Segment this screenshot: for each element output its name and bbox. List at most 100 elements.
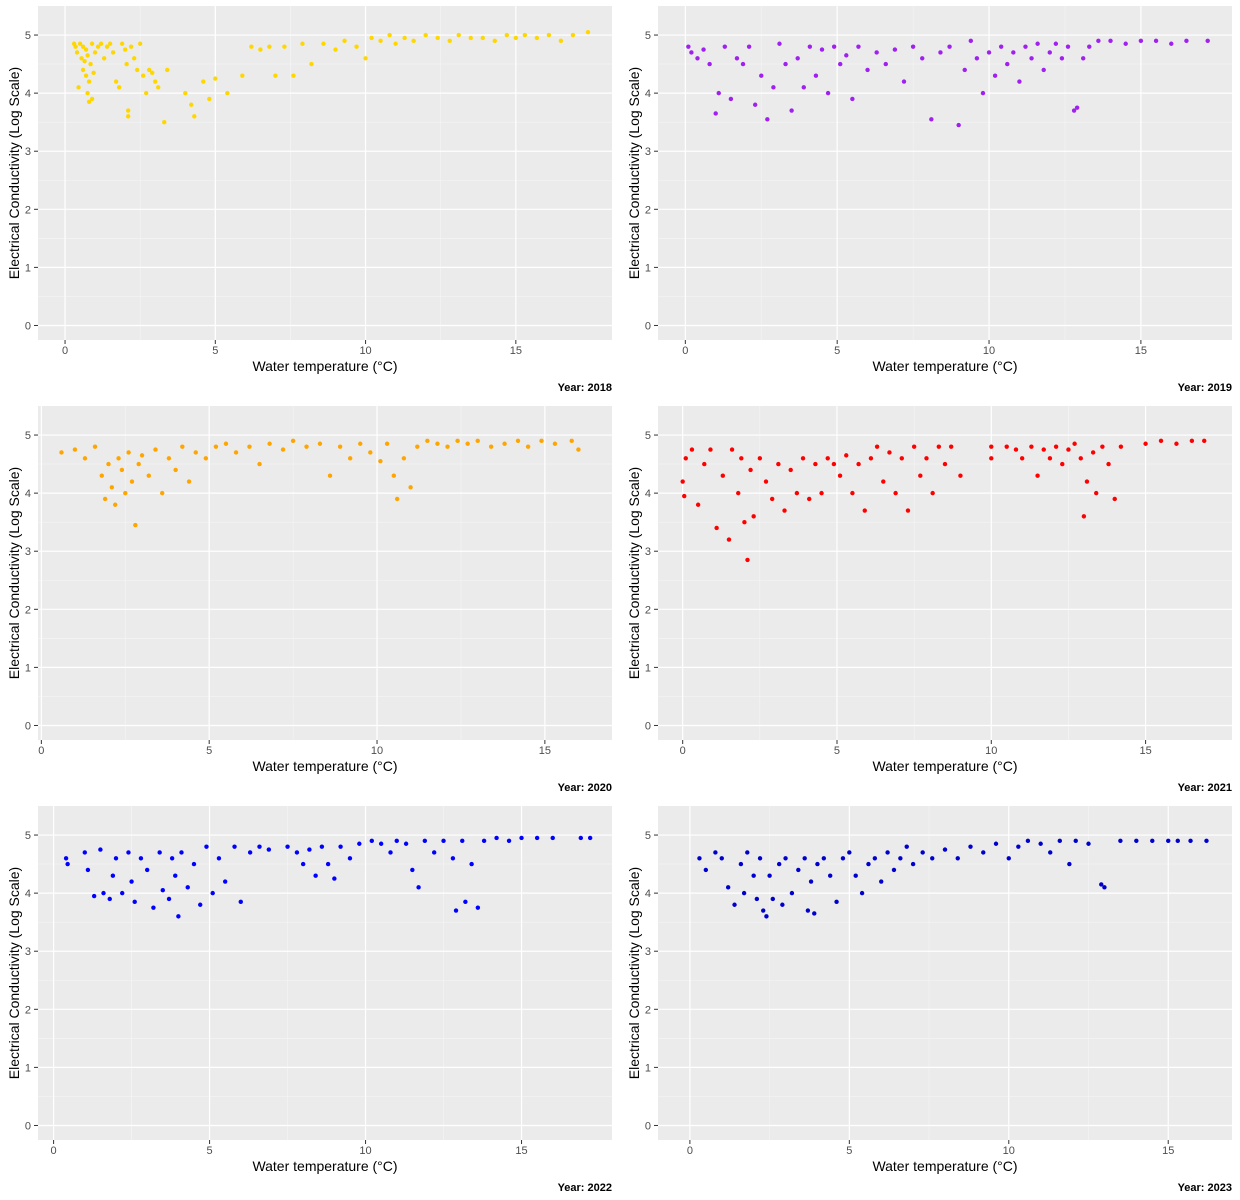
- data-point: [719, 856, 724, 861]
- scatter-panel: 0 5 10 15 0 1 2 3 4 5 Water temperature (°C) Electr…: [620, 400, 1240, 800]
- data-point: [475, 438, 480, 444]
- data-point: [879, 879, 884, 884]
- data-point: [291, 73, 296, 78]
- data-point: [166, 896, 172, 902]
- data-point: [812, 911, 817, 916]
- data-point: [546, 32, 552, 38]
- data-point: [805, 908, 811, 913]
- data-point: [746, 44, 752, 49]
- data-point: [313, 873, 318, 878]
- data-point: [771, 85, 776, 90]
- data-point: [1090, 450, 1096, 455]
- data-point: [765, 117, 770, 122]
- data-point: [415, 444, 420, 449]
- data-point: [85, 867, 91, 873]
- data-point: [942, 461, 948, 467]
- data-point: [160, 888, 165, 893]
- data-point: [1174, 441, 1179, 446]
- data-point: [844, 53, 849, 58]
- y-tick-label: 2: [25, 1004, 31, 1016]
- data-point: [794, 490, 800, 496]
- data-point: [587, 835, 593, 841]
- x-tick-label: 10: [985, 745, 997, 757]
- data-point: [149, 70, 155, 76]
- scatter-plot: 0 5 10 15 0 1 2 3 4 5 Water temperature (°C) Electr…: [6, 406, 612, 794]
- y-axis-label: Electrical Conductivity (Log Scale): [6, 67, 22, 279]
- data-point: [83, 47, 89, 52]
- x-tick-label: 5: [207, 1145, 213, 1157]
- scatter-plot: 0 5 10 15 0 1 2 3 4 5 Water temperature (°C) Electr…: [626, 406, 1232, 794]
- x-tick-label: 0: [682, 345, 688, 357]
- data-point: [1074, 105, 1080, 110]
- data-point: [1029, 56, 1034, 61]
- data-point: [955, 856, 960, 861]
- y-axis-label: Electrical Conductivity (Log Scale): [6, 867, 22, 1079]
- data-point: [1081, 514, 1087, 519]
- data-point: [740, 61, 746, 67]
- data-point: [819, 47, 825, 52]
- year-caption: Year: 2021: [1178, 782, 1232, 794]
- data-point: [910, 861, 916, 867]
- data-point: [989, 456, 994, 461]
- data-point: [788, 467, 793, 473]
- data-point: [394, 838, 399, 844]
- data-point: [754, 896, 760, 902]
- data-point: [834, 899, 839, 905]
- data-point: [850, 490, 855, 496]
- data-point: [519, 835, 524, 841]
- data-point: [192, 114, 197, 119]
- data-point: [837, 473, 843, 478]
- plot-background: [38, 6, 612, 340]
- data-point: [856, 461, 861, 467]
- data-point: [1004, 444, 1009, 449]
- data-point: [1016, 844, 1021, 849]
- data-point: [119, 467, 125, 473]
- year-caption: Year: 2023: [1178, 1182, 1232, 1194]
- data-point: [1057, 838, 1062, 844]
- data-point: [813, 73, 819, 78]
- data-point: [701, 47, 706, 52]
- data-point: [104, 44, 110, 49]
- data-point: [327, 473, 333, 478]
- data-point: [962, 67, 967, 73]
- data-point: [930, 856, 935, 861]
- data-point: [783, 61, 788, 67]
- data-point: [1025, 838, 1031, 844]
- data-point: [732, 902, 737, 907]
- data-point: [1041, 67, 1046, 73]
- data-point: [695, 56, 700, 61]
- data-point: [91, 893, 97, 899]
- data-point: [153, 447, 158, 452]
- data-point: [99, 473, 104, 478]
- data-point: [525, 444, 531, 449]
- data-point: [447, 38, 452, 44]
- data-point: [321, 41, 326, 46]
- data-point: [998, 44, 1004, 49]
- data-point: [1138, 38, 1144, 44]
- y-axis-label: Electrical Conductivity (Log Scale): [626, 67, 642, 279]
- year-caption: Year: 2019: [1178, 382, 1232, 394]
- y-tick-label: 0: [25, 720, 31, 732]
- data-point: [504, 32, 510, 38]
- data-point: [388, 850, 393, 855]
- data-point: [585, 29, 591, 35]
- data-point: [166, 456, 172, 461]
- data-point: [134, 67, 140, 73]
- data-point: [1134, 838, 1139, 844]
- data-point: [703, 867, 709, 873]
- data-point: [143, 90, 149, 96]
- data-point: [463, 899, 468, 905]
- data-point: [763, 479, 769, 484]
- data-point: [808, 879, 814, 884]
- data-point: [267, 441, 272, 446]
- data-point: [751, 873, 756, 878]
- data-point: [85, 90, 90, 96]
- data-point: [736, 490, 741, 496]
- data-point: [697, 856, 702, 861]
- x-tick-label: 15: [1139, 745, 1151, 757]
- data-point: [1084, 479, 1090, 484]
- data-point: [1087, 44, 1092, 49]
- data-point: [1035, 41, 1040, 46]
- data-point: [1175, 838, 1180, 844]
- data-point: [77, 41, 83, 46]
